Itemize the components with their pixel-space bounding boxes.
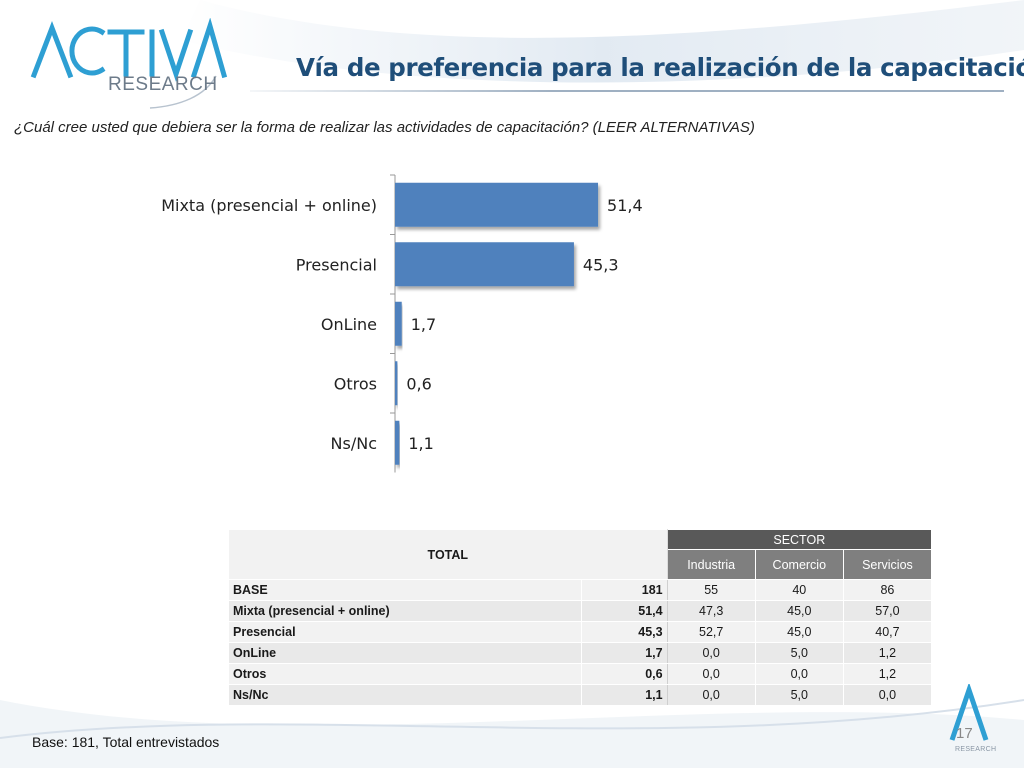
slide-title: Vía de preferencia para la realización d… [296,53,1024,82]
row-label: BASE [228,579,582,601]
data-label: 0,6 [406,374,431,393]
total-cell: 0,6 [580,663,668,685]
sector-cell: 40 [754,579,844,601]
row-label: Ns/Nc [228,684,582,706]
logo-research-text: RESEARCH [108,74,218,95]
category-label: Ns/Nc [331,434,377,453]
row-label: OnLine [228,642,582,664]
table-row: BASE 181 55 40 86 [228,579,933,601]
sector-cell: 1,2 [842,663,933,685]
bar [395,301,402,346]
sector-cell: 40,7 [842,621,933,643]
table-row: Otros 0,6 0,0 0,0 1,2 [228,663,933,685]
category-label: OnLine [321,315,377,334]
footer-logo-research-text: RESEARCH [955,746,997,753]
sector-cell: 0,0 [666,663,756,685]
sector-cell: 45,0 [754,600,844,622]
sector-cell: 5,0 [754,684,844,706]
sector-cell: 0,0 [666,684,756,706]
sector-header: SECTOR [666,529,933,550]
data-label: 1,1 [408,434,433,453]
bar [395,182,599,227]
sector-cell: 57,0 [842,600,933,622]
sector-cell: 0,0 [842,684,933,706]
sector-column-header: Industria [666,549,756,580]
base-note: Base: 181, Total entrevistados [32,734,220,750]
total-cell: 1,1 [580,684,668,706]
sector-cell: 0,0 [754,663,844,685]
bar [395,420,400,465]
table-row: OnLine 1,7 0,0 5,0 1,2 [228,642,933,664]
table-row: Ns/Nc 1,1 0,0 5,0 0,0 [228,684,933,706]
row-label: Presencial [228,621,582,643]
logo-mark-icon [30,17,228,109]
activa-logo: RESEARCH [30,17,230,113]
survey-question: ¿Cuál cree usted que debiera ser la form… [14,119,755,136]
total-cell: 45,3 [580,621,668,643]
footer-logo-icon [949,684,989,741]
sector-cell: 52,7 [666,621,756,643]
table-row: Presencial 45,3 52,7 45,0 40,7 [228,621,933,643]
sector-cell: 1,2 [842,642,933,664]
sector-column-header: Comercio [754,549,844,580]
results-table: TOTAL SECTOR Industria Comercio Servicio… [228,529,933,706]
data-label: 51,4 [607,196,643,215]
sector-cell: 5,0 [754,642,844,664]
sector-cell: 86 [842,579,933,601]
total-header: TOTAL [228,529,668,580]
bar [395,361,398,406]
page-number: 17 [956,725,973,742]
total-cell: 51,4 [580,600,668,622]
sector-cell: 45,0 [754,621,844,643]
sector-column-header: Servicios [842,549,933,580]
category-label: Mixta (presencial + online) [161,196,377,215]
sector-cell: 0,0 [666,642,756,664]
data-label: 45,3 [583,255,619,274]
bar [395,242,574,287]
sector-cell: 55 [666,579,756,601]
table-row: Mixta (presencial + online) 51,4 47,3 45… [228,600,933,622]
total-cell: 1,7 [580,642,668,664]
row-label: Otros [228,663,582,685]
total-cell: 181 [580,579,668,601]
sector-cell: 47,3 [666,600,756,622]
category-label: Otros [334,374,377,393]
title-divider [250,90,1004,92]
category-label: Presencial [296,255,377,274]
data-label: 1,7 [411,315,436,334]
row-label: Mixta (presencial + online) [228,600,582,622]
